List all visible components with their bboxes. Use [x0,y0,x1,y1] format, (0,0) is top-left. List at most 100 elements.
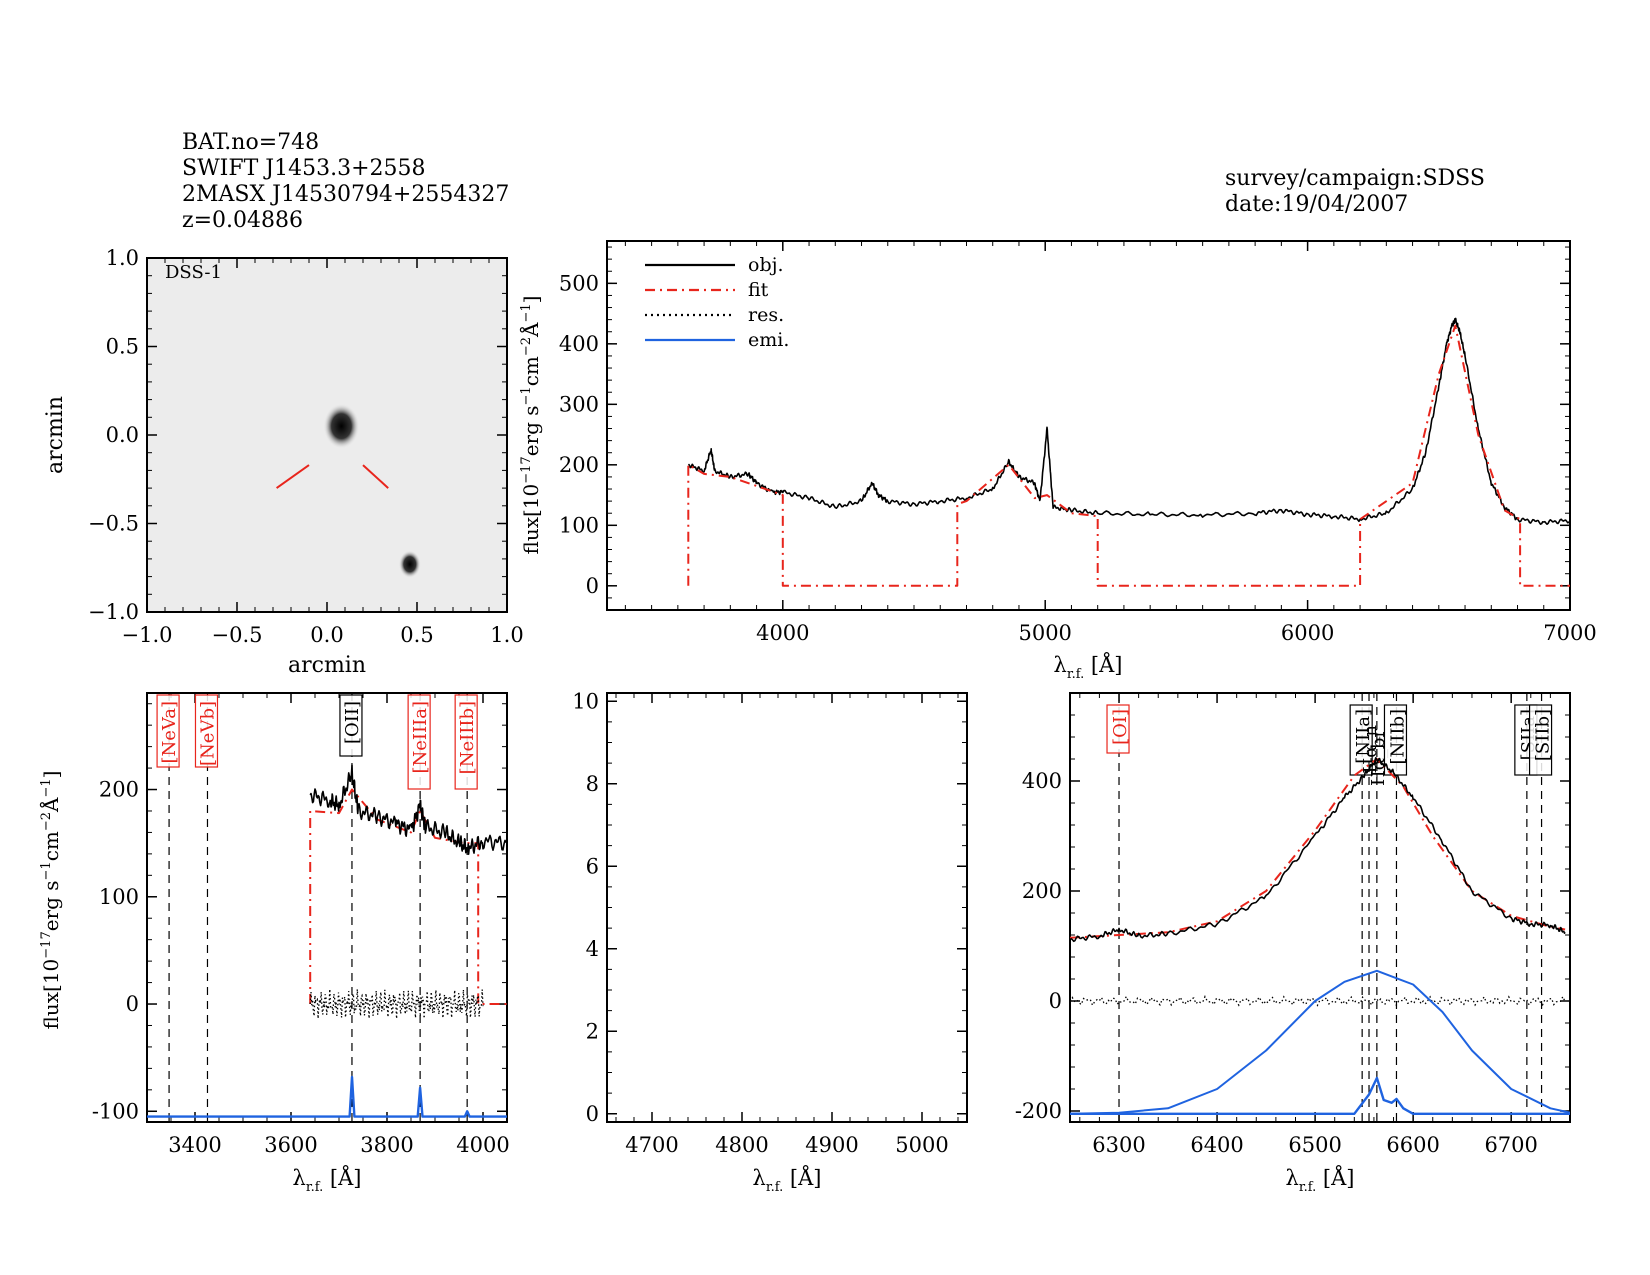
survey-label: survey/campaign:SDSS [1225,166,1485,191]
dss-panel-xtick-label: 0.5 [400,623,433,647]
dss-label: DSS-1 [165,262,222,283]
zoom-oii-panel-ytick-label: 200 [99,778,139,802]
zoom-oii-panel-ytick-label: 0 [126,992,139,1016]
line-label-NeIIIa: [NeIIIa] [410,701,431,774]
zoom-hbeta-panel-ytick-label: 4 [586,937,599,961]
legend-label-obj: obj. [748,254,784,276]
full-spectrum-panel: 4000 5000 6000 7000 0 100 200 300 400 500 obj. fit r… [559,240,1597,645]
line-label-box [156,694,180,768]
line-label-box [1106,704,1130,754]
zoom2-xlabel: λr.f. [Å] [753,1165,822,1195]
zoom-halpha-panel-ytick-label: -200 [1015,1099,1062,1123]
zoom1-emission [147,1075,507,1118]
dss-xlabel: arcmin [288,653,366,678]
zoom-oii-panel-ytick-label: -100 [92,1099,139,1123]
header-left: BAT.no=748 SWIFT J1453.3+2558 2MASX J14530… [182,130,509,234]
zoom3-residual [1070,995,1566,1007]
legend-label-emi: emi. [748,329,789,351]
fit-spectrum [687,324,1570,587]
zoom-oii-panel-xtick-label: 3400 [168,1133,221,1157]
zoom-oii-panel-xtick-label: 3600 [264,1133,317,1157]
dss-panel-xtick-label: 1.0 [490,623,523,647]
line-label-Hα_n: Hα_n [1360,725,1381,774]
dss-panel-ytick-label: 1.0 [106,246,139,270]
source-2 [398,550,421,578]
zoom-halpha-panel-ytick-label: 200 [1022,879,1062,903]
full-spectrum-panel-ytick-label: 400 [559,332,599,356]
date-label: date:19/04/2007 [1225,192,1409,217]
zoom-hbeta-panel-xtick-label: 5000 [895,1133,948,1157]
line-label-box [339,694,363,757]
zoom-halpha-panel-xtick-label: 6400 [1190,1133,1243,1157]
header-right: survey/campaign:SDSS date:19/04/2007 [1225,166,1485,218]
full-spectrum-panel-ytick-label: 100 [559,513,599,537]
zoom-hbeta-panel-ytick-label: 10 [572,689,599,713]
zoom-oii-panel: 3400 3600 3800 4000 -100 0 100 200 [NeVa] [NeVb] [… [92,692,510,1157]
zoom-hbeta-panel-ytick-label: 6 [586,854,599,878]
line-label-OII: [OII] [342,701,363,744]
zoom-halpha-panel-xtick-label: 6500 [1288,1133,1341,1157]
zoom-halpha-panel-ytick-label: 400 [1022,769,1062,793]
line-label-box [194,694,219,768]
full-spectrum-panel-ytick-label: 500 [559,271,599,295]
position-marker-1 [276,464,310,489]
zoom-halpha-panel-xtick-label: 6300 [1092,1133,1145,1157]
position-marker-2 [362,464,389,489]
dss-panel-ytick-label: −0.5 [88,512,139,536]
zoom-hbeta-panel-ytick-label: 2 [586,1019,599,1043]
zoom1-xlabel: λr.f. [Å] [293,1165,362,1195]
line-label-NeVb: [NeVb] [197,701,218,766]
full-spectrum-panel-ytick-label: 0 [586,574,599,598]
legend-label-fit: fit [748,279,769,301]
zoom-hbeta-panel-ytick-label: 8 [586,772,599,796]
zoom-halpha-panel-xtick-label: 6700 [1484,1133,1537,1157]
dss-panel-ytick-label: 0.0 [106,423,139,447]
line-label-NeVa: [NeVa] [159,701,180,764]
full-ylabel: flux[10−17erg s−1cm−2Å−1] [518,296,543,555]
zoom-oii-panel-frame [146,692,508,1123]
full-spectrum-panel-xtick-label: 7000 [1543,621,1596,645]
line-label-box [407,694,431,790]
dss-panel-xtick-label: 0.0 [310,623,343,647]
zoom3-emission-narrow [1070,1076,1570,1116]
counterpart-name: 2MASX J14530794+2554327 [182,182,510,207]
line-label-NIIb: [NIIb] [1387,709,1408,765]
zoom-halpha-panel-frame [1069,692,1571,1123]
line-label-box [1349,704,1373,776]
dss-panel-ytick-label: 0.5 [106,335,139,359]
line-label-Hα_br: Hα_br [1368,729,1389,786]
zoom-halpha-panel: 6300 6400 6500 6600 6700 -200 0 200 400 [OI] [NIIa… [1015,692,1571,1157]
full-spectrum-panel-xtick-label: 5000 [1018,621,1071,645]
zoom-halpha-panel-xtick-label: 6600 [1386,1133,1439,1157]
zoom-hbeta-panel-xtick-label: 4900 [805,1133,858,1157]
zoom-hbeta-panel-ytick-label: 0 [586,1102,599,1126]
zoom-oii-panel-xtick-label: 3800 [360,1133,413,1157]
full-spectrum-panel-xtick-label: 4000 [756,621,809,645]
line-label-OI: [OI] [1110,709,1131,745]
zoom3-emission-broad [1070,969,1570,1115]
full-spectrum-panel-ytick-label: 200 [559,453,599,477]
zoom1-obj [309,764,507,856]
legend-label-res: res. [748,304,784,326]
zoom1-fit [309,788,507,1005]
line-label-SIIb: [SIIb] [1533,709,1554,761]
dss-panel-xtick-label: −1.0 [122,623,173,647]
full-spectrum-panel-xtick-label: 6000 [1281,621,1334,645]
line-label-box [1528,704,1553,776]
swift-name: SWIFT J1453.3+2558 [182,156,426,181]
zoom-hbeta-panel-frame [606,692,968,1123]
full-spectrum-panel-ytick-label: 300 [559,392,599,416]
source-1 [323,403,360,449]
zoom-hbeta-panel-xtick-label: 4700 [625,1133,678,1157]
zoom3-obj [1070,756,1566,943]
zoom-oii-panel-xtick-label: 4000 [456,1133,509,1157]
dss-panel-ytick-label: −1.0 [88,600,139,624]
zoom1-residual [309,989,484,1019]
redshift: z=0.04886 [182,208,303,233]
zoom-hbeta-panel: 4700 4800 4900 5000 0 2 4 6 8 10 [572,689,968,1157]
zoom-halpha-panel-ytick-label: 0 [1049,989,1062,1013]
obj-spectrum [688,317,1570,526]
full-spectrum-panel-frame [606,240,1571,611]
dss-ylabel: arcmin [43,396,68,474]
